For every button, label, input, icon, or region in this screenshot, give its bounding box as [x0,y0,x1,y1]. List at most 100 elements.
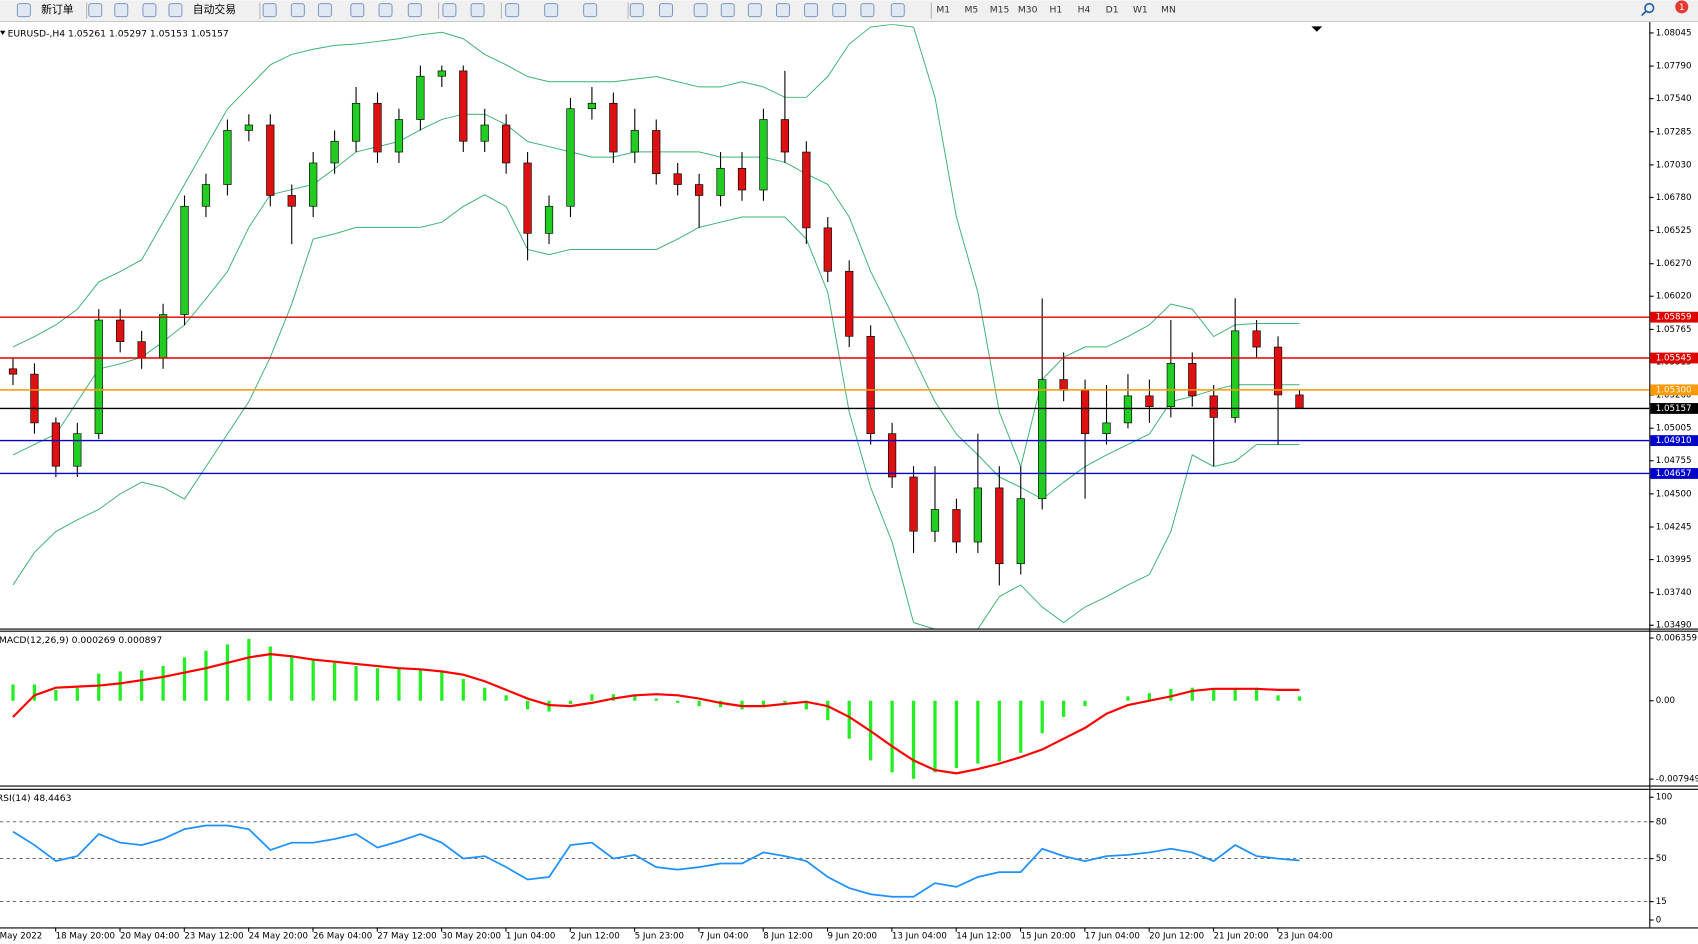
level-label-bg [1650,352,1698,364]
candle-body [1295,394,1304,409]
timeframe-button[interactable]: M15 [990,5,1010,16]
candle-body [201,184,211,207]
y-tick-label: 1.07540 [1656,94,1692,104]
toolbar-icon[interactable] [505,3,520,18]
toolbar-icon[interactable] [583,3,598,18]
toolbar-icon[interactable] [470,3,485,18]
timeframe-button[interactable]: M1 [936,5,950,16]
toolbar-icon[interactable] [544,3,559,18]
macd-bar [182,657,187,701]
candle-body [94,319,103,435]
candle-body [416,75,425,120]
auto-trading-button[interactable]: 自动交易 [193,2,236,16]
macd-bar [933,700,937,773]
toolbar-icon[interactable] [720,3,735,18]
level-label: 1.05300 [1656,385,1692,395]
macd-bar [1147,693,1152,701]
toolbar-icon[interactable] [659,3,673,18]
toolbar-icon[interactable] [168,3,183,18]
shift-marker[interactable] [1311,26,1323,32]
macd-bar [418,670,423,701]
x-tick-label: 20 May 04:00 [120,932,179,942]
y-tick-label: 1.03490 [1656,621,1692,631]
macd-bar [1190,687,1194,701]
toolbar-icon[interactable] [832,3,847,18]
toolbar-icon[interactable] [776,3,790,18]
macd-bar [1019,700,1023,753]
y-tick-label: 1.03740 [1656,588,1692,598]
candle-body [1188,363,1197,397]
timeframe-button[interactable]: H4 [1078,5,1091,16]
toolbar-icon[interactable] [16,3,31,18]
axes: 1.08045 1.07790 1.07540 1.07285 1.07030 1.067… [0,28,1698,942]
timeframe-button[interactable]: MN [1161,5,1176,16]
candle-body [1209,395,1218,418]
macd-bar [826,700,830,721]
y-tick-label: 1.06020 [1656,292,1692,302]
macd-bar [11,684,15,701]
candle-body [1102,422,1111,435]
timeframe-button[interactable]: D1 [1106,5,1119,16]
toolbar-icon[interactable] [350,3,365,18]
y-tick-label: 1.05260 [1656,391,1692,401]
candle-body [116,319,125,342]
notification-badge[interactable] [1675,0,1689,14]
x-tick-label: 30 May 20:00 [442,932,501,942]
macd-bar [954,700,959,768]
y-tick-label: 1.04500 [1656,489,1692,499]
price-plot [0,24,1650,629]
macd-bar [204,650,208,701]
macd-bar [140,670,144,701]
y-tick-label: 1.05005 [1656,424,1692,434]
macd-bar [804,700,808,710]
toolbar: 新订单 自动交易 M1 M5 M15 M30 H1 H4 D1 W1 MN 1 [0,0,1698,23]
candle-body [1059,379,1068,391]
level-label-bg [1650,435,1698,446]
y-tick-label: 1.06270 [1656,259,1692,269]
toolbar-icon[interactable] [804,3,819,18]
macd-bar [247,638,251,701]
candle-body [759,119,768,191]
toolbar-icon[interactable] [262,3,277,18]
toolbar-icon[interactable] [860,3,875,18]
candle-body [502,124,511,164]
panel-frames [0,22,1698,929]
candle-body [266,124,275,196]
macd-bar [440,670,444,701]
timeframe-button[interactable]: W1 [1133,5,1148,16]
toolbar-icon[interactable] [378,3,393,18]
timeframe-button[interactable]: H1 [1049,5,1062,16]
macd-bar [525,700,530,710]
toolbar-icon[interactable] [88,3,103,18]
toolbar-icon[interactable] [114,3,129,18]
y-tick-label: 1.04245 [1656,523,1692,533]
toolbar-icon[interactable] [747,3,762,18]
x-tick-label: 18 May 20:00 [56,932,115,942]
candle-body [652,130,661,175]
toolbar-icon[interactable] [290,3,305,18]
toolbar-icon[interactable] [317,3,332,18]
toolbar-icon[interactable] [629,3,644,18]
y-tick-label: 1.08045 [1656,28,1692,38]
toolbar-icon[interactable] [407,3,422,18]
toolbar-icon[interactable] [142,3,157,18]
candle-body [909,476,918,532]
macd-bar [1233,687,1237,701]
macd-bar [761,700,766,708]
toolbar-icon[interactable] [890,3,905,18]
toolbar-icon[interactable] [693,3,708,18]
level-label: 1.05859 [1656,313,1692,323]
timeframe-button[interactable]: M5 [964,5,978,16]
x-tick-label: 5 Jun 23:00 [635,932,684,942]
macd-bar [1254,687,1259,701]
x-tick-label: 20 Jun 12:00 [1149,932,1204,942]
search-icon[interactable] [1644,2,1655,14]
candle-body [995,487,1004,565]
new-order-button[interactable]: 新订单 [41,2,74,16]
toolbar-icon[interactable] [442,3,457,18]
symbol-menu-icon[interactable] [0,30,6,36]
timeframe-button[interactable]: M30 [1018,5,1038,16]
